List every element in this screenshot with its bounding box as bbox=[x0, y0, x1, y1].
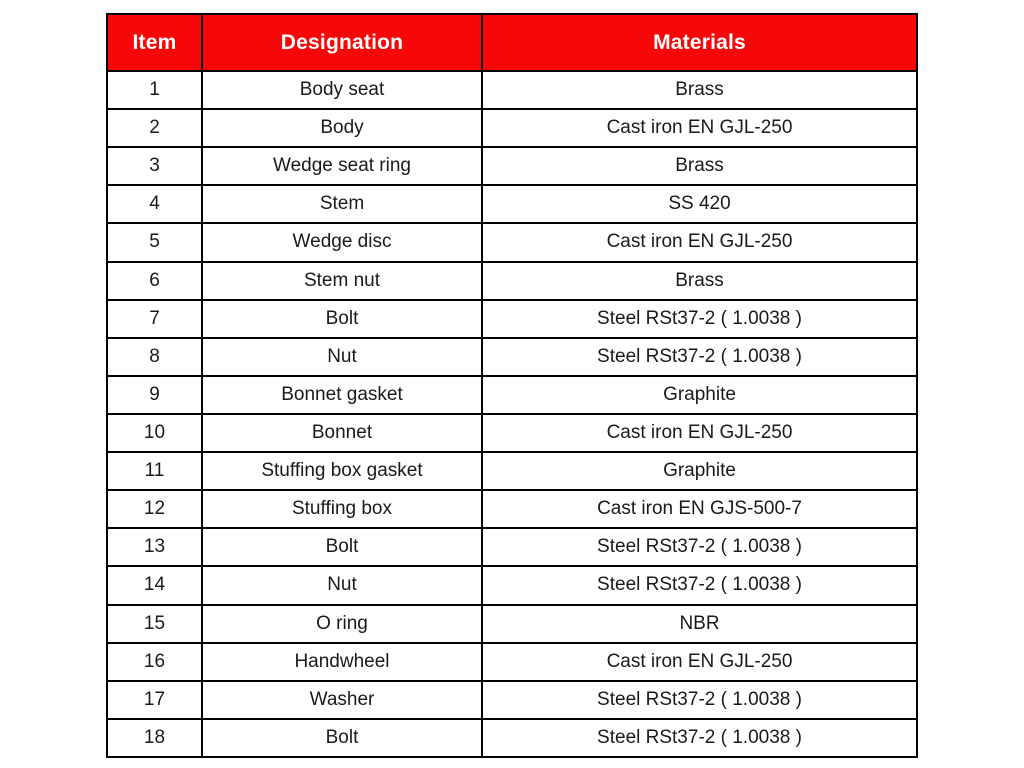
cell-material: Steel RSt37-2 ( 1.0038 ) bbox=[481, 336, 918, 377]
table-row: 15 O ring NBR bbox=[106, 603, 918, 644]
cell-material: Steel RSt37-2 ( 1.0038 ) bbox=[481, 527, 918, 568]
cell-material: Steel RSt37-2 ( 1.0038 ) bbox=[481, 717, 918, 759]
cell-item: 15 bbox=[106, 603, 203, 644]
cell-item: 3 bbox=[106, 146, 203, 187]
cell-material: Steel RSt37-2 ( 1.0038 ) bbox=[481, 565, 918, 606]
cell-designation: Bolt bbox=[201, 298, 483, 339]
cell-designation: Bonnet gasket bbox=[201, 374, 483, 415]
cell-item: 17 bbox=[106, 679, 203, 720]
cell-designation: Stuffing box gasket bbox=[201, 451, 483, 492]
materials-table-body: 1 Body seat Brass 2 Body Cast iron EN GJ… bbox=[106, 69, 918, 759]
header-row: Item Designation Materials bbox=[106, 13, 918, 72]
cell-material: SS 420 bbox=[481, 184, 918, 225]
cell-item: 6 bbox=[106, 260, 203, 301]
cell-material: Brass bbox=[481, 146, 918, 187]
table-row: 11 Stuffing box gasket Graphite bbox=[106, 451, 918, 492]
cell-material: Cast iron EN GJL-250 bbox=[481, 222, 918, 263]
table-row: 4 Stem SS 420 bbox=[106, 184, 918, 225]
table-row: 14 Nut Steel RSt37-2 ( 1.0038 ) bbox=[106, 565, 918, 606]
table-row: 6 Stem nut Brass bbox=[106, 260, 918, 301]
cell-item: 7 bbox=[106, 298, 203, 339]
cell-item: 1 bbox=[106, 69, 203, 111]
cell-designation: Nut bbox=[201, 336, 483, 377]
table-row: 3 Wedge seat ring Brass bbox=[106, 146, 918, 187]
cell-item: 18 bbox=[106, 717, 203, 759]
cell-designation: Stem bbox=[201, 184, 483, 225]
cell-item: 11 bbox=[106, 451, 203, 492]
materials-table-header: Item Designation Materials bbox=[106, 13, 918, 72]
table-row: 9 Bonnet gasket Graphite bbox=[106, 374, 918, 415]
cell-designation: Bolt bbox=[201, 717, 483, 759]
header-cell-item: Item bbox=[106, 13, 203, 72]
cell-item: 2 bbox=[106, 108, 203, 149]
table-row: 16 Handwheel Cast iron EN GJL-250 bbox=[106, 641, 918, 682]
table-row: 17 Washer Steel RSt37-2 ( 1.0038 ) bbox=[106, 679, 918, 720]
cell-designation: Body bbox=[201, 108, 483, 149]
header-cell-materials: Materials bbox=[481, 13, 918, 72]
table-row: 10 Bonnet Cast iron EN GJL-250 bbox=[106, 412, 918, 454]
table-row: 8 Nut Steel RSt37-2 ( 1.0038 ) bbox=[106, 336, 918, 377]
cell-material: Brass bbox=[481, 260, 918, 301]
table-row: 18 Bolt Steel RSt37-2 ( 1.0038 ) bbox=[106, 717, 918, 759]
cell-designation: Bonnet bbox=[201, 412, 483, 454]
table-row: 12 Stuffing box Cast iron EN GJS-500-7 bbox=[106, 489, 918, 530]
cell-item: 5 bbox=[106, 222, 203, 263]
table-row: 7 Bolt Steel RSt37-2 ( 1.0038 ) bbox=[106, 298, 918, 339]
cell-item: 16 bbox=[106, 641, 203, 682]
cell-material: Cast iron EN GJL-250 bbox=[481, 412, 918, 454]
table-row: 1 Body seat Brass bbox=[106, 69, 918, 111]
cell-material: Graphite bbox=[481, 451, 918, 492]
materials-table: Item Designation Materials 1 Body seat B… bbox=[106, 13, 918, 759]
cell-designation: Stem nut bbox=[201, 260, 483, 301]
cell-designation: O ring bbox=[201, 603, 483, 644]
table-row: 2 Body Cast iron EN GJL-250 bbox=[106, 108, 918, 149]
cell-designation: Stuffing box bbox=[201, 489, 483, 530]
cell-item: 10 bbox=[106, 412, 203, 454]
cell-designation: Bolt bbox=[201, 527, 483, 568]
cell-item: 13 bbox=[106, 527, 203, 568]
cell-item: 9 bbox=[106, 374, 203, 415]
cell-material: Steel RSt37-2 ( 1.0038 ) bbox=[481, 679, 918, 720]
table-row: 5 Wedge disc Cast iron EN GJL-250 bbox=[106, 222, 918, 263]
cell-designation: Handwheel bbox=[201, 641, 483, 682]
cell-item: 4 bbox=[106, 184, 203, 225]
cell-material: Cast iron EN GJL-250 bbox=[481, 641, 918, 682]
table-row: 13 Bolt Steel RSt37-2 ( 1.0038 ) bbox=[106, 527, 918, 568]
cell-material: NBR bbox=[481, 603, 918, 644]
cell-designation: Body seat bbox=[201, 69, 483, 111]
header-cell-designation: Designation bbox=[201, 13, 483, 72]
cell-designation: Wedge seat ring bbox=[201, 146, 483, 187]
cell-item: 14 bbox=[106, 565, 203, 606]
cell-designation: Wedge disc bbox=[201, 222, 483, 263]
cell-item: 12 bbox=[106, 489, 203, 530]
cell-material: Cast iron EN GJS-500-7 bbox=[481, 489, 918, 530]
cell-designation: Washer bbox=[201, 679, 483, 720]
cell-material: Steel RSt37-2 ( 1.0038 ) bbox=[481, 298, 918, 339]
cell-material: Cast iron EN GJL-250 bbox=[481, 108, 918, 149]
cell-item: 8 bbox=[106, 336, 203, 377]
cell-material: Brass bbox=[481, 69, 918, 111]
cell-material: Graphite bbox=[481, 374, 918, 415]
cell-designation: Nut bbox=[201, 565, 483, 606]
